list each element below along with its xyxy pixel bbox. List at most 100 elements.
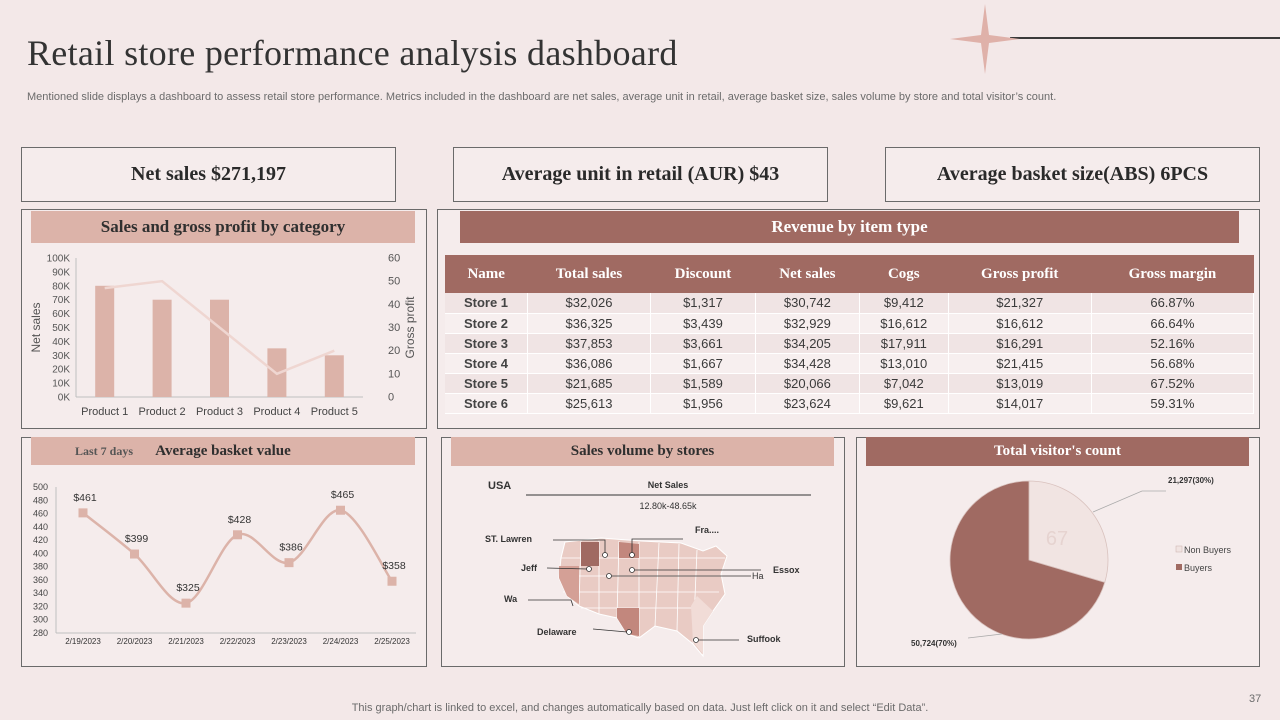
- data-label: $465: [331, 489, 355, 501]
- basket-chart[interactable]: 280 300 320 340 360 380 400 420 440 460 480 500 $461…: [21, 470, 427, 666]
- table-cell: 56.68%: [1091, 353, 1255, 374]
- x-tick-label: 2/25/2023: [374, 637, 410, 646]
- basket-title: Last 7 days Average basket value: [31, 437, 415, 465]
- y2-tick-label: 30: [388, 322, 400, 334]
- map-legend-title: Net Sales: [648, 480, 689, 490]
- data-point: [387, 576, 397, 586]
- y-tick-label: 20K: [52, 365, 70, 376]
- y2-tick-label: 60: [388, 253, 400, 265]
- revenue-table-header: Name Total sales Discount Net sales Cogs…: [445, 255, 1254, 293]
- table-cell: $13,010: [859, 353, 949, 374]
- x-tick-label: 2/20/2023: [117, 637, 153, 646]
- bar-product-2: [152, 299, 172, 397]
- table-cell: $17,911: [859, 333, 949, 354]
- y-tick-label: 100K: [47, 254, 71, 265]
- map-label: ST. Lawren: [485, 534, 532, 544]
- table-cell: $20,066: [755, 373, 860, 394]
- table-cell: $21,685: [527, 373, 652, 394]
- table-cell: $13,019: [948, 373, 1092, 394]
- y-tick-label: 420: [33, 535, 48, 545]
- x-tick-label: Product 5: [311, 406, 358, 418]
- table-cell: $1,589: [650, 373, 756, 394]
- y-tick-label: 380: [33, 562, 48, 572]
- y-tick-label: 80K: [52, 281, 70, 292]
- store-name-cell: Store 2: [445, 313, 528, 334]
- store-name-cell: Store 4: [445, 353, 528, 374]
- store-name-cell: Store 3: [445, 333, 528, 354]
- basket-title-label: Average basket value: [155, 442, 291, 459]
- table-cell: 52.16%: [1091, 333, 1255, 354]
- kpi-aur: Average unit in retail (AUR) $43: [453, 147, 828, 202]
- usa-map[interactable]: USA Net Sales 12.80k-48.65k ST. Lawren F…: [441, 466, 845, 666]
- data-label: $325: [176, 582, 200, 594]
- decorative-line: [1010, 37, 1280, 39]
- leader-line: [967, 633, 1003, 639]
- store-name-cell: Store 6: [445, 393, 528, 414]
- col-header: Gross profit: [948, 255, 1092, 293]
- x-tick-label: 2/24/2023: [323, 637, 359, 646]
- y-tick-label: 280: [33, 628, 48, 638]
- table-row: Store 6 $25,613 $1,956 $23,624 $9,621 $14,017…: [445, 393, 1255, 414]
- table-cell: $3,661: [650, 333, 756, 354]
- legend-buyers: Buyers: [1184, 563, 1213, 573]
- table-cell: $16,612: [859, 313, 949, 334]
- y2-tick-label: 20: [388, 345, 400, 357]
- table-cell: $36,325: [527, 313, 652, 334]
- leader-line: [1092, 490, 1166, 513]
- volume-title: Sales volume by stores: [451, 437, 834, 466]
- basket-period-tag[interactable]: Last 7 days: [75, 443, 134, 458]
- x-tick-label: Product 3: [196, 406, 243, 418]
- y-tick-label: 440: [33, 522, 48, 532]
- page-subtitle: Mentioned slide displays a dashboard to …: [27, 91, 1057, 103]
- data-point: [336, 505, 345, 515]
- sales-gross-chart[interactable]: 0K 10K 20K 30K 40K 50K 60K 70K 80K 90K 100K 0 10 20 30…: [21, 245, 427, 427]
- table-cell: $1,317: [650, 293, 756, 314]
- store-name-cell: Store 5: [445, 373, 528, 394]
- data-point: [181, 598, 191, 608]
- sales-gross-title: Sales and gross profit by category: [31, 211, 415, 243]
- table-cell: 59.31%: [1091, 393, 1255, 414]
- y-tick-label: 360: [33, 575, 48, 585]
- table-row: Store 2 $36,325 $3,439 $32,929 $16,612 $16,61…: [445, 313, 1255, 334]
- map-label: Jeff: [521, 563, 538, 573]
- y2-tick-label: 40: [388, 299, 400, 311]
- x-tick-label: Product 1: [81, 406, 128, 418]
- map-label: Delaware: [537, 627, 577, 637]
- data-label: $358: [382, 560, 406, 572]
- table-cell: $37,853: [527, 333, 652, 354]
- y-tick-label: 50K: [52, 323, 70, 334]
- col-header: Net sales: [755, 255, 860, 293]
- y-tick-label: 10K: [52, 379, 70, 390]
- visitors-title: Total visitor's count: [866, 437, 1249, 466]
- x-tick-label: 2/23/2023: [271, 637, 307, 646]
- y2-axis-title: Gross profit: [403, 296, 417, 359]
- y-tick-label: 90K: [52, 267, 70, 278]
- x-tick-label: Product 4: [253, 406, 300, 418]
- table-cell: $9,621: [859, 393, 949, 414]
- slice-label-non-buyers: 21,297(30%): [1168, 476, 1214, 485]
- table-cell: $32,929: [755, 313, 860, 334]
- page-number: 37: [1249, 693, 1262, 705]
- kpi-net-sales: Net sales $271,197: [21, 147, 396, 202]
- data-label: $386: [279, 542, 303, 554]
- y2-tick-label: 50: [388, 276, 400, 288]
- data-point: [130, 549, 139, 559]
- table-row: Store 1 $32,026 $1,317 $30,742 $9,412 $21,327…: [445, 293, 1255, 314]
- table-row: Store 5 $21,685 $1,589 $20,066 $7,042 $13,019…: [445, 373, 1255, 394]
- slice-label-buyers: 50,724(70%): [911, 639, 957, 648]
- y-tick-label: 30K: [52, 351, 70, 362]
- table-cell: $30,742: [755, 293, 860, 314]
- pie-watermark: 67: [1046, 528, 1068, 550]
- data-point: [233, 530, 242, 540]
- table-cell: $32,026: [527, 293, 652, 314]
- data-point: [284, 558, 294, 568]
- table-cell: $23,624: [755, 393, 860, 414]
- map-label: Wa: [504, 594, 518, 604]
- table-cell: $1,667: [650, 353, 756, 374]
- x-tick-label: Product 2: [139, 406, 186, 418]
- table-cell: $1,956: [650, 393, 756, 414]
- visitors-chart[interactable]: 67 21,297(30%) 50,724(70%) Non Buyers Buyers: [856, 466, 1260, 666]
- table-cell: $25,613: [527, 393, 652, 414]
- table-cell: $36,086: [527, 353, 652, 374]
- table-cell: $7,042: [859, 373, 949, 394]
